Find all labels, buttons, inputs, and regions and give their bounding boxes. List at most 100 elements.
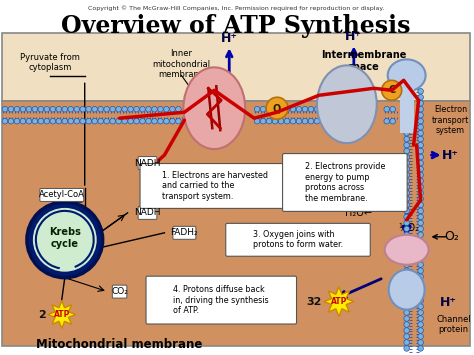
Polygon shape bbox=[48, 301, 76, 328]
Text: Mitochondrial membrane: Mitochondrial membrane bbox=[36, 338, 203, 351]
Circle shape bbox=[116, 119, 121, 124]
Text: ATP: ATP bbox=[331, 297, 347, 306]
Circle shape bbox=[404, 172, 410, 178]
Circle shape bbox=[418, 94, 423, 100]
Circle shape bbox=[404, 226, 410, 231]
Circle shape bbox=[418, 346, 423, 351]
Circle shape bbox=[404, 340, 410, 345]
Circle shape bbox=[418, 238, 423, 244]
Circle shape bbox=[418, 256, 423, 262]
Circle shape bbox=[14, 119, 20, 124]
Circle shape bbox=[404, 316, 410, 321]
Circle shape bbox=[104, 119, 109, 124]
Circle shape bbox=[404, 346, 410, 351]
Circle shape bbox=[418, 226, 423, 231]
Circle shape bbox=[320, 119, 326, 124]
Ellipse shape bbox=[389, 270, 425, 310]
Circle shape bbox=[33, 208, 97, 272]
Circle shape bbox=[170, 106, 175, 112]
Circle shape bbox=[314, 119, 320, 124]
Circle shape bbox=[404, 250, 410, 256]
Circle shape bbox=[404, 154, 410, 160]
Circle shape bbox=[146, 119, 151, 124]
Circle shape bbox=[384, 119, 390, 124]
Circle shape bbox=[134, 119, 139, 124]
Circle shape bbox=[134, 106, 139, 112]
Circle shape bbox=[44, 106, 50, 112]
Text: Acetyl-CoA: Acetyl-CoA bbox=[39, 190, 85, 200]
Text: 2: 2 bbox=[38, 310, 46, 320]
Text: Krebs
cycle: Krebs cycle bbox=[49, 227, 81, 248]
Circle shape bbox=[272, 119, 278, 124]
Text: 1. Electrons are harvested
and carried to the
transport system.: 1. Electrons are harvested and carried t… bbox=[162, 171, 268, 201]
Text: Channel
protein: Channel protein bbox=[436, 315, 471, 334]
Circle shape bbox=[418, 286, 423, 291]
Circle shape bbox=[404, 130, 410, 136]
Circle shape bbox=[8, 106, 14, 112]
Circle shape bbox=[404, 100, 410, 106]
Circle shape bbox=[266, 119, 272, 124]
FancyBboxPatch shape bbox=[226, 223, 370, 256]
Circle shape bbox=[128, 106, 133, 112]
Circle shape bbox=[20, 106, 26, 112]
Circle shape bbox=[404, 280, 410, 285]
Circle shape bbox=[404, 106, 410, 112]
Circle shape bbox=[418, 280, 423, 285]
Circle shape bbox=[404, 274, 410, 279]
Circle shape bbox=[384, 106, 390, 112]
Circle shape bbox=[80, 106, 85, 112]
Circle shape bbox=[104, 106, 109, 112]
Circle shape bbox=[296, 106, 302, 112]
Circle shape bbox=[404, 208, 410, 214]
Circle shape bbox=[308, 119, 314, 124]
Circle shape bbox=[418, 106, 423, 112]
Circle shape bbox=[68, 106, 73, 112]
Circle shape bbox=[418, 334, 423, 339]
Circle shape bbox=[86, 119, 91, 124]
Circle shape bbox=[404, 202, 410, 208]
Circle shape bbox=[2, 106, 8, 112]
Circle shape bbox=[278, 119, 284, 124]
Circle shape bbox=[122, 119, 128, 124]
Polygon shape bbox=[324, 286, 354, 317]
FancyBboxPatch shape bbox=[173, 226, 196, 239]
Circle shape bbox=[404, 88, 410, 94]
Ellipse shape bbox=[183, 67, 245, 149]
Circle shape bbox=[302, 106, 308, 112]
Text: NADH: NADH bbox=[134, 208, 161, 217]
Circle shape bbox=[404, 238, 410, 244]
Circle shape bbox=[176, 119, 181, 124]
Circle shape bbox=[418, 220, 423, 226]
Circle shape bbox=[418, 202, 423, 208]
Bar bbox=[2, 101, 471, 346]
Circle shape bbox=[128, 119, 133, 124]
Circle shape bbox=[140, 119, 146, 124]
Circle shape bbox=[56, 106, 62, 112]
Circle shape bbox=[266, 97, 288, 119]
Circle shape bbox=[404, 136, 410, 142]
Circle shape bbox=[418, 274, 423, 279]
Circle shape bbox=[404, 148, 410, 154]
Circle shape bbox=[80, 119, 85, 124]
Circle shape bbox=[296, 119, 302, 124]
Text: Overview of ATP Synthesis: Overview of ATP Synthesis bbox=[62, 13, 411, 38]
Text: O₂: O₂ bbox=[444, 230, 459, 243]
Text: Pyruvate from
cytoplasm: Pyruvate from cytoplasm bbox=[20, 53, 80, 72]
Text: FADH₂: FADH₂ bbox=[171, 228, 198, 237]
Text: H⁺: H⁺ bbox=[442, 149, 459, 162]
Circle shape bbox=[146, 106, 151, 112]
Circle shape bbox=[158, 119, 163, 124]
FancyBboxPatch shape bbox=[140, 164, 291, 208]
Circle shape bbox=[404, 119, 410, 124]
Circle shape bbox=[404, 304, 410, 309]
Circle shape bbox=[98, 119, 103, 124]
Circle shape bbox=[122, 106, 128, 112]
Circle shape bbox=[314, 106, 320, 112]
Circle shape bbox=[404, 328, 410, 333]
Circle shape bbox=[418, 316, 423, 321]
Circle shape bbox=[255, 106, 260, 112]
Text: ½O₂: ½O₂ bbox=[399, 223, 419, 233]
Circle shape bbox=[418, 88, 423, 94]
Text: Copyright © The McGraw-Hill Companies, Inc. Permission required for reproduction: Copyright © The McGraw-Hill Companies, I… bbox=[88, 6, 384, 11]
Text: Q: Q bbox=[273, 103, 281, 113]
